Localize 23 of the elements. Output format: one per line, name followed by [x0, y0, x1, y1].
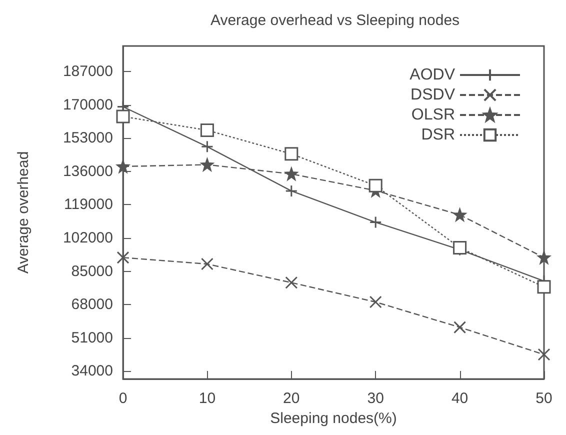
y-axis-title: Average overhead	[15, 151, 32, 274]
y-tick-label: 187000	[62, 62, 113, 80]
legend-label: AODV	[410, 66, 456, 84]
y-tick-label: 153000	[62, 130, 113, 147]
y-tick-label: 51000	[71, 329, 113, 346]
x-tick-label: 20	[283, 390, 300, 407]
y-tick-label: 119000	[64, 196, 113, 214]
x-tick-label: 30	[367, 390, 384, 407]
x-tick-label: 0	[118, 390, 128, 407]
legend-label: OLSR	[411, 106, 455, 124]
legend-label: DSR	[421, 126, 455, 144]
chart-title: Average overhead vs Sleeping nodes	[210, 12, 460, 29]
legend-label: DSDV	[410, 86, 456, 104]
y-tick-label: 170000	[62, 96, 113, 114]
y-tick-label: 85000	[71, 262, 113, 280]
y-tick-label: 136000	[62, 162, 113, 180]
y-tick-label: 102000	[62, 229, 113, 246]
x-tick-label: 10	[198, 390, 216, 407]
x-tick-label: 40	[451, 390, 468, 407]
y-tick-label: 68000	[71, 296, 113, 314]
x-axis-title: Sleeping nodes(%)	[270, 410, 397, 427]
x-tick-label: 50	[536, 390, 552, 407]
y-tick-label: 34000	[71, 362, 113, 380]
